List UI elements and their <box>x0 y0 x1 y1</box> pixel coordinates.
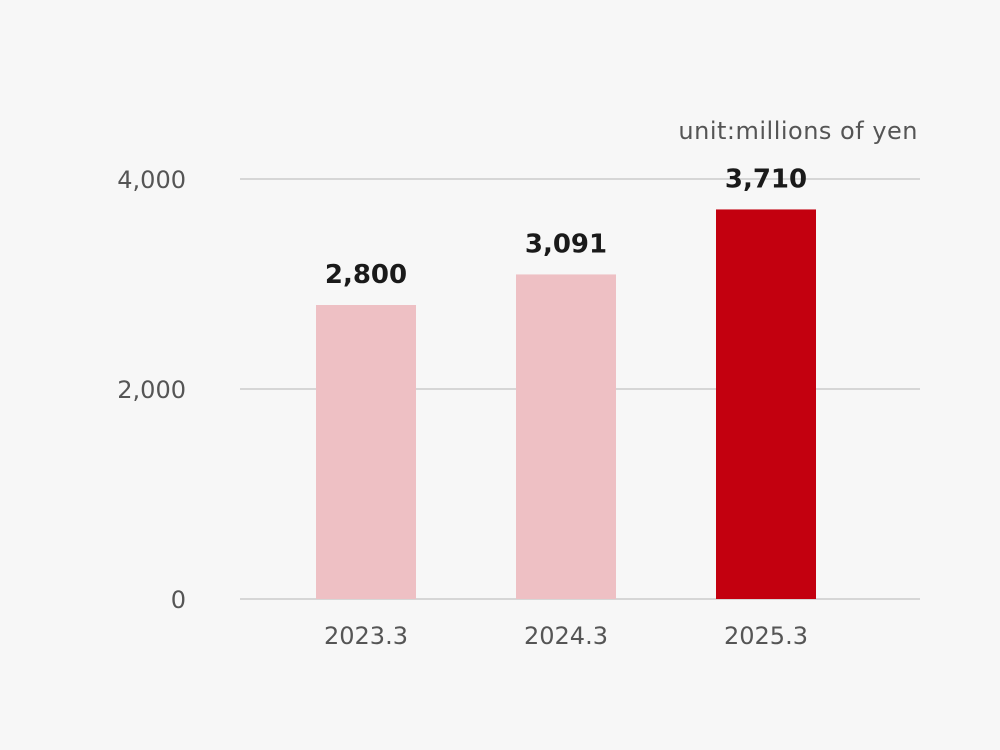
bar <box>516 274 616 599</box>
data-label: 3,710 <box>725 164 807 194</box>
bars <box>316 209 816 599</box>
y-tick-label: 4,000 <box>117 166 186 194</box>
x-tick-label: 2025.3 <box>724 622 808 650</box>
data-label: 2,800 <box>325 260 407 290</box>
bar <box>716 209 816 599</box>
y-tick-label: 0 <box>171 586 186 614</box>
x-tick-label: 2023.3 <box>324 622 408 650</box>
unit-label: unit:millions of yen <box>678 117 918 145</box>
y-tick-label: 2,000 <box>117 376 186 404</box>
value-labels: 2,800 3,091 3,710 <box>325 164 807 290</box>
data-label: 3,091 <box>525 229 607 259</box>
x-axis: 2023.3 2024.3 2025.3 <box>324 622 808 650</box>
bar <box>316 305 416 599</box>
y-axis: 0 2,000 4,000 <box>117 166 186 614</box>
x-tick-label: 2024.3 <box>524 622 608 650</box>
